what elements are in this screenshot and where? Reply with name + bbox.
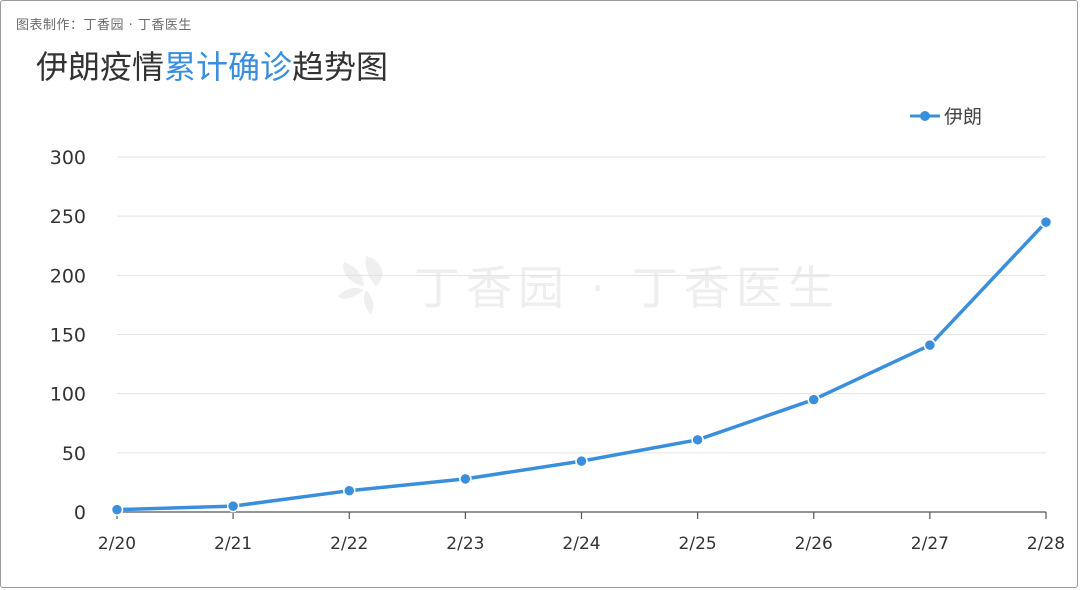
- data-point[interactable]: [226, 499, 240, 513]
- data-point[interactable]: [110, 503, 124, 516]
- x-tick-label: 2/24: [562, 534, 600, 554]
- x-tick-label: 2/28: [1027, 534, 1065, 554]
- grid-lines: [117, 156, 1046, 454]
- data-point[interactable]: [343, 484, 356, 497]
- x-tick-label: 2/27: [911, 534, 949, 554]
- x-tick-label: 2/20: [98, 534, 136, 554]
- legend-line-marker-icon: [910, 110, 940, 121]
- y-tick-label: 0: [74, 502, 86, 524]
- watermark-text: 丁香园 · 丁香医生: [414, 261, 840, 315]
- legend: 伊朗: [910, 102, 982, 129]
- x-tick-label: 2/23: [446, 534, 484, 554]
- data-point[interactable]: [575, 454, 588, 468]
- x-tick-label: 2/21: [214, 534, 252, 554]
- y-tick-label: 100: [50, 384, 86, 406]
- data-point[interactable]: [1039, 215, 1053, 229]
- chart-title-part1: 伊朗疫情: [36, 48, 165, 86]
- watermark: 丁香园 · 丁香医生: [330, 250, 840, 320]
- y-tick-label: 150: [50, 325, 86, 347]
- chart-title-highlight: 累计确诊: [164, 48, 293, 86]
- legend-label: 伊朗: [944, 106, 983, 128]
- chart-title-part2: 趋势图: [292, 48, 389, 86]
- chart-credit: 图表制作：丁香园 · 丁香医生: [16, 18, 192, 33]
- chart-title: 伊朗疫情累计确诊趋势图: [36, 42, 388, 88]
- y-tick-label: 50: [62, 443, 86, 465]
- y-tick-label: 300: [50, 147, 86, 169]
- data-point[interactable]: [923, 338, 937, 352]
- axes: 0 50 100 150 200 250 300 2/20 2/21 2/22 2/23 2/24 2/…: [50, 147, 1065, 554]
- y-tick-label: 250: [50, 206, 86, 228]
- series-layer: [110, 215, 1053, 516]
- y-tick-label: 200: [50, 265, 86, 287]
- x-tick-label: 2/25: [679, 534, 717, 554]
- leaf-logo-icon: [338, 256, 383, 314]
- x-tick-label: 2/26: [795, 534, 833, 554]
- x-tick-label: 2/22: [330, 534, 368, 554]
- data-point[interactable]: [459, 472, 472, 486]
- data-point[interactable]: [807, 393, 820, 406]
- data-point[interactable]: [691, 433, 704, 447]
